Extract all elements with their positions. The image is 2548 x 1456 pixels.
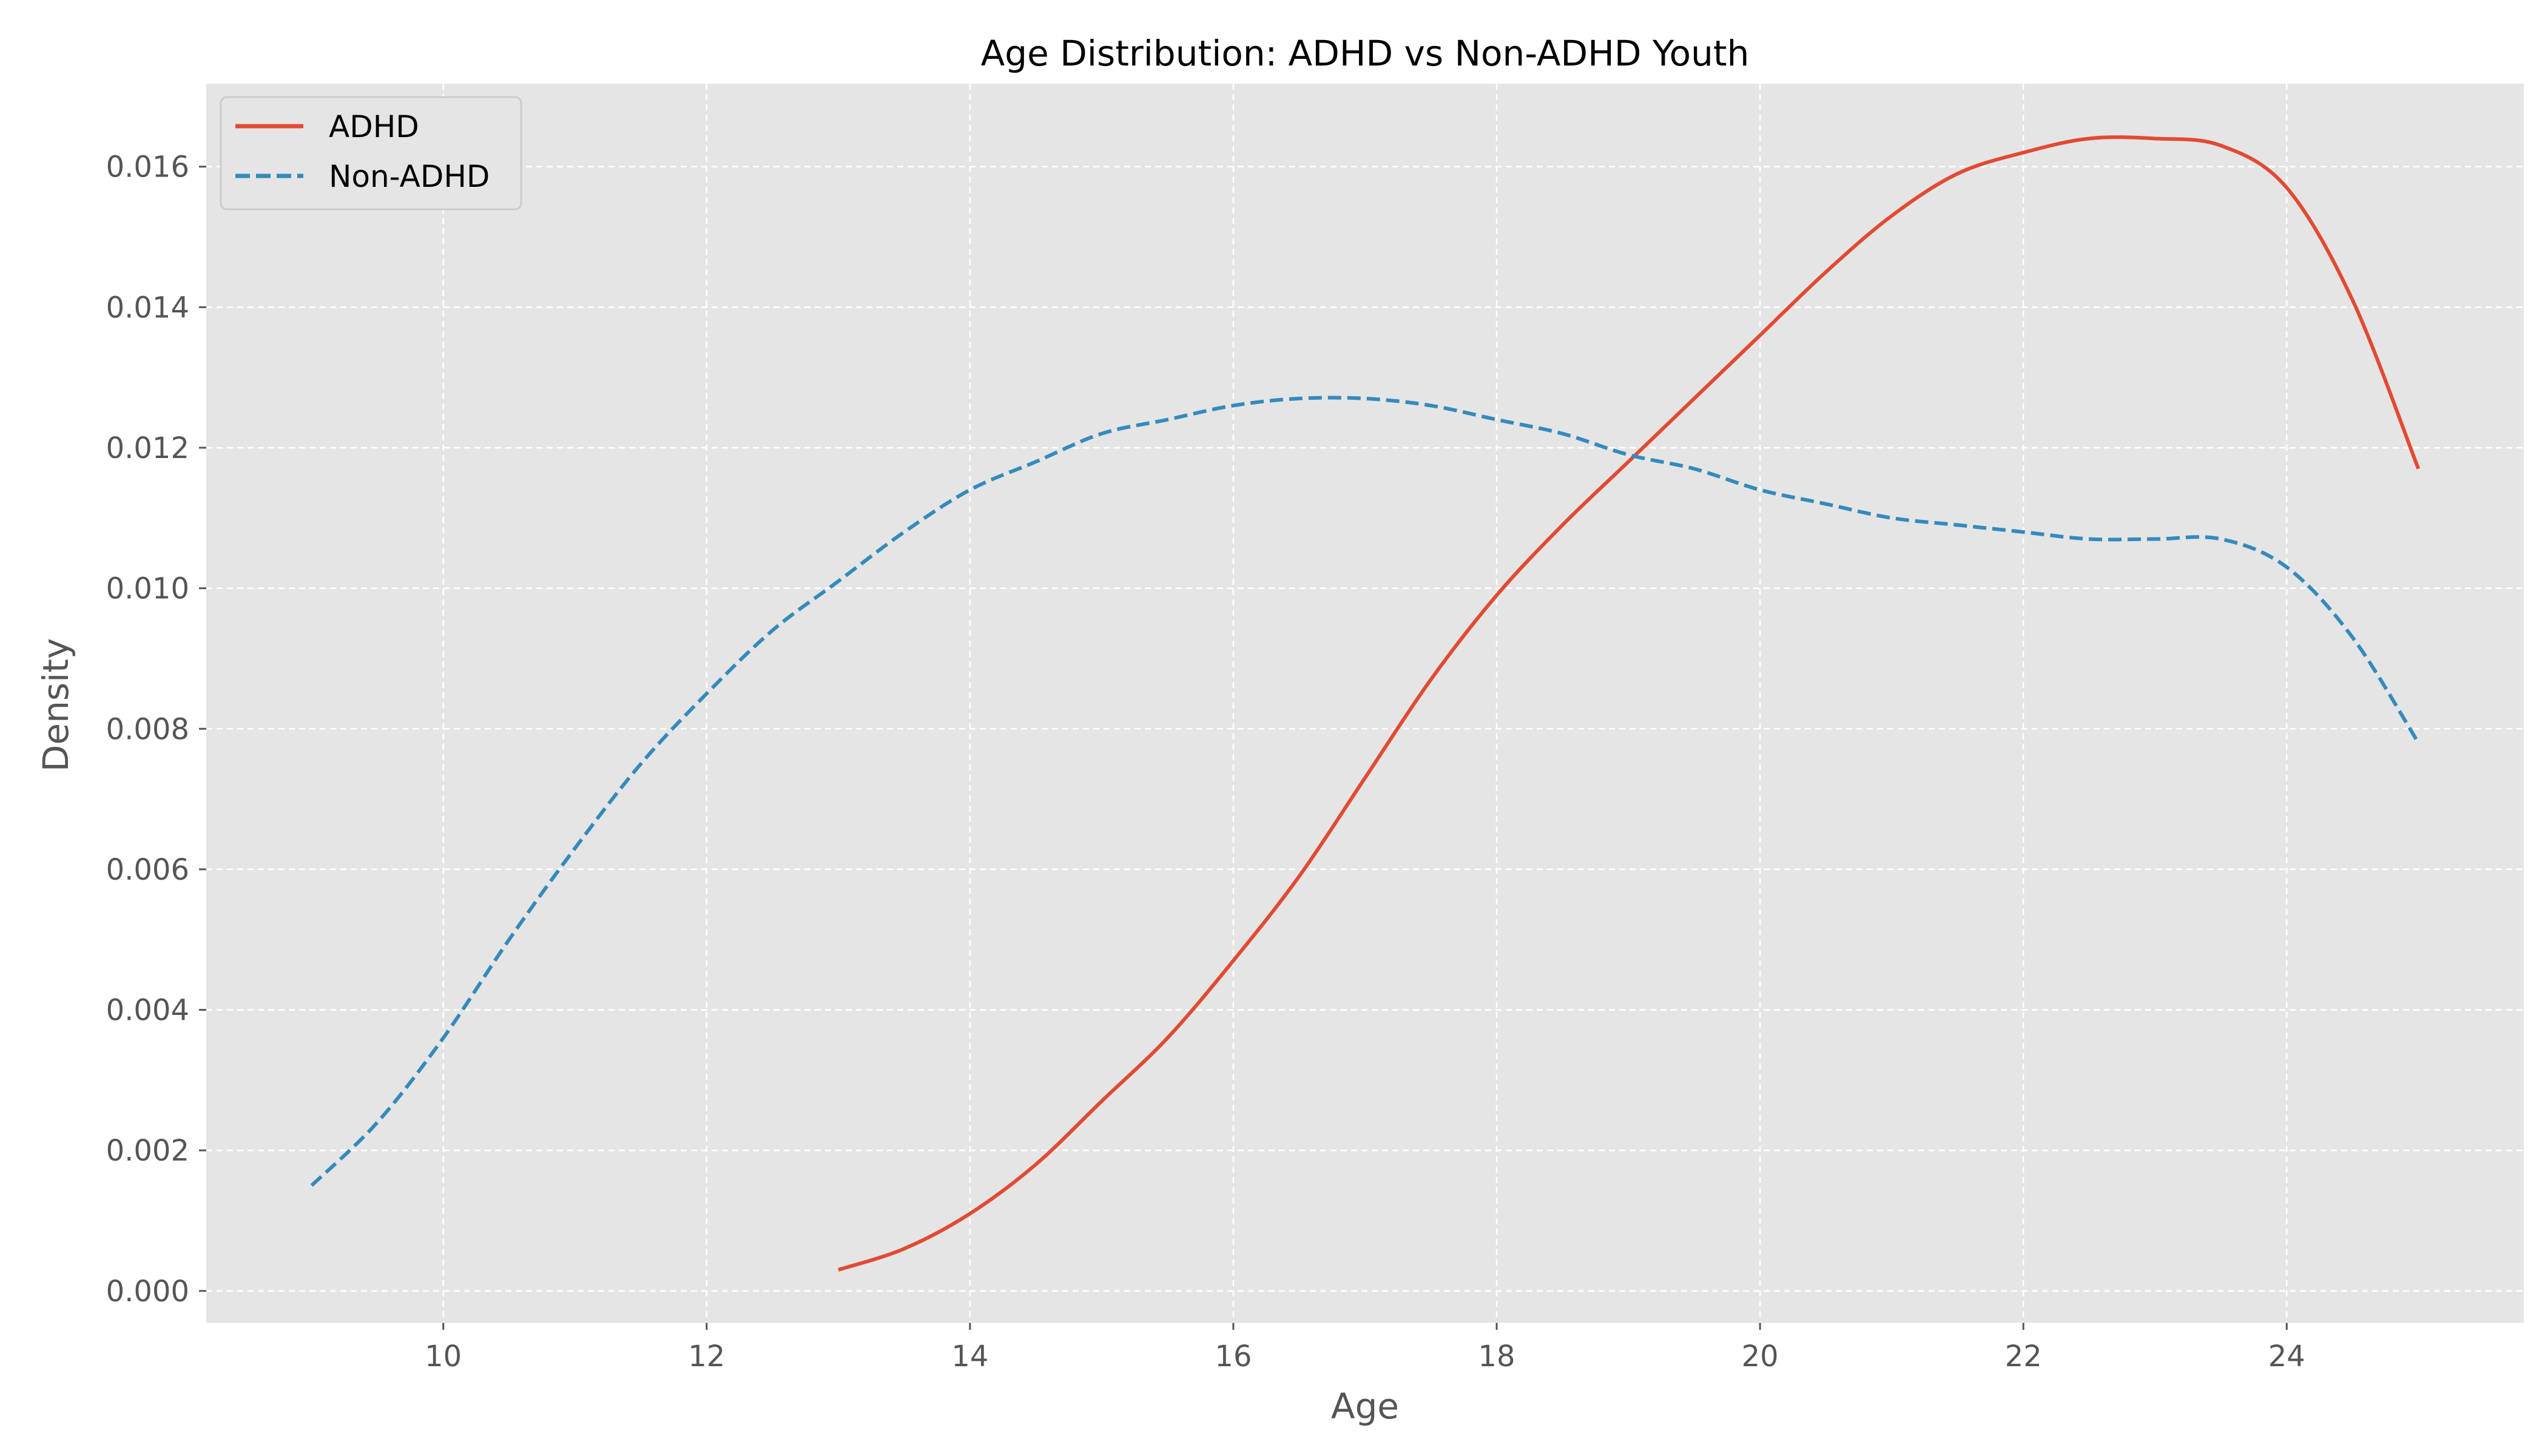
series-layer — [310, 135, 2421, 1272]
y-tick-label: 0.016 — [106, 150, 189, 184]
y-tick-label: 0.014 — [106, 291, 189, 325]
x-tick-label: 14 — [951, 1340, 988, 1373]
x-tick-label: 10 — [425, 1340, 462, 1373]
ticks: 10 12 14 16 18 20 22 24 0.000 0.002 0.004 0.006 0.00… — [106, 150, 2524, 1373]
y-axis-label: Density — [35, 638, 76, 772]
series-line-adhd — [837, 135, 2421, 1272]
legend-label-non-adhd: Non-ADHD — [329, 159, 490, 194]
x-tick-label: 12 — [688, 1340, 725, 1373]
x-axis-label: Age — [1331, 1386, 1399, 1427]
x-tick-label: 24 — [2268, 1340, 2305, 1373]
grid — [206, 84, 2524, 1323]
y-tick-label: 0.002 — [106, 1134, 189, 1168]
y-tick-label: 0.010 — [106, 572, 189, 606]
plot-area — [206, 84, 2524, 1323]
chart-title: Age Distribution: ADHD vs Non-ADHD Youth — [981, 33, 1750, 74]
y-tick-label: 0.012 — [106, 431, 189, 465]
x-tick-label: 16 — [1215, 1340, 1252, 1373]
y-tick-label: 0.006 — [106, 853, 189, 887]
legend: ADHD Non-ADHD — [220, 96, 522, 211]
x-tick-label: 18 — [1478, 1340, 1515, 1373]
y-tick-label: 0.000 — [106, 1275, 189, 1309]
x-tick-label: 22 — [2005, 1340, 2042, 1373]
y-tick-label: 0.008 — [106, 712, 189, 746]
y-tick-label: 0.004 — [106, 994, 189, 1028]
series-line-non-adhd — [310, 396, 2420, 1187]
x-tick-label: 20 — [1742, 1340, 1779, 1373]
legend-label-adhd: ADHD — [329, 109, 419, 144]
